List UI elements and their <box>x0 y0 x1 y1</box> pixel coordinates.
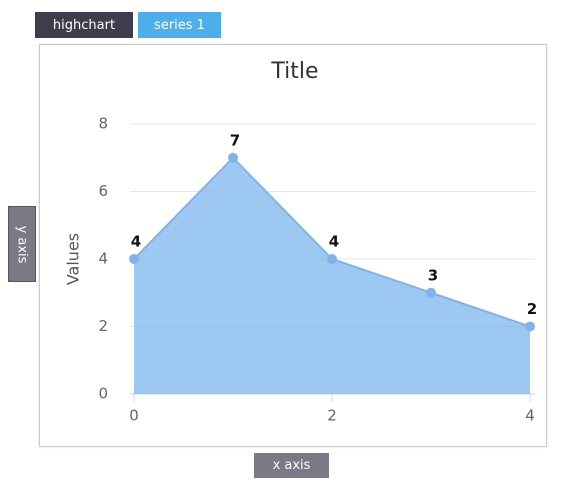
data-point <box>129 254 139 264</box>
x-tick-label: 4 <box>525 407 535 425</box>
data-label: 4 <box>131 233 141 251</box>
tab[interactable]: series 1 <box>138 12 221 38</box>
y-tick-label: 6 <box>98 182 108 200</box>
data-point <box>228 152 238 163</box>
y-tick-label: 0 <box>98 385 108 403</box>
data-label: 2 <box>527 300 537 318</box>
x-tick-label: 2 <box>327 407 337 425</box>
data-label: 7 <box>230 131 240 149</box>
x-tick-label: 0 <box>129 407 139 425</box>
data-point <box>426 287 436 298</box>
chart-frame <box>39 44 547 447</box>
area-fill <box>134 157 530 394</box>
data-point <box>327 254 337 264</box>
x-axis-button[interactable]: x axis <box>254 453 329 478</box>
data-label: 3 <box>428 266 438 284</box>
y-axis-button[interactable]: y axis <box>8 206 36 282</box>
y-tick-label: 2 <box>98 317 108 335</box>
y-axis-title: Values <box>64 233 83 285</box>
tab[interactable]: highchart <box>35 12 133 38</box>
data-label: 4 <box>329 233 339 251</box>
y-tick-label: 8 <box>98 115 108 133</box>
y-tick-label: 4 <box>98 250 108 268</box>
chart-title: Title <box>270 59 318 84</box>
data-point <box>525 321 535 332</box>
